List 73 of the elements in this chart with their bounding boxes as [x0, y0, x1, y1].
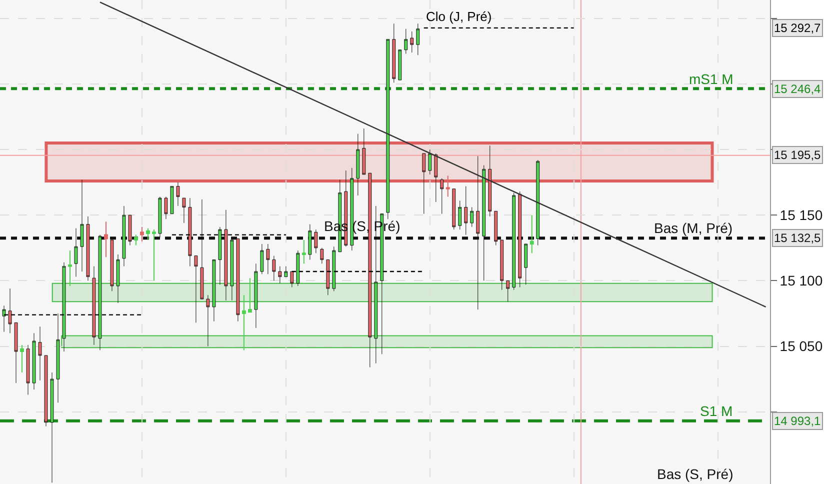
- candlestick: [50, 372, 54, 483]
- candlestick: [440, 178, 444, 214]
- candlestick: [182, 198, 186, 224]
- candlestick: [26, 344, 30, 396]
- candlestick: [266, 244, 270, 274]
- candlestick: [176, 182, 180, 206]
- candlestick: [398, 50, 402, 80]
- ref-line-label: S1 M: [700, 403, 733, 419]
- y-tick-label: 15 100: [780, 272, 823, 289]
- candlestick: [428, 149, 432, 175]
- candlestick: [410, 31, 414, 53]
- candlestick: [446, 175, 450, 198]
- candlestick: [62, 262, 66, 352]
- series-label: Clo (J, Pré): [426, 9, 492, 24]
- ref-line-label: mS1 M: [689, 71, 734, 87]
- text: 15 195,5: [774, 148, 822, 162]
- candlestick: [68, 250, 72, 286]
- candlestick: [140, 226, 144, 242]
- candlestick: [44, 355, 48, 427]
- candlestick: [362, 128, 366, 175]
- y-tick-label: 15 050: [780, 338, 823, 354]
- text: 15 246,4: [774, 82, 822, 96]
- candlestick: [320, 248, 324, 264]
- candlestick: [8, 288, 12, 334]
- y-tick-label: 15 150: [780, 207, 823, 224]
- candlestick: [416, 23, 420, 56]
- candlestick: [242, 294, 246, 351]
- candlestick: [170, 186, 174, 214]
- candlestick: [248, 278, 252, 313]
- candlestick: [146, 228, 150, 241]
- candlestick: [212, 259, 216, 322]
- candlestick: [254, 263, 258, 328]
- text: 14 993,1: [774, 414, 822, 428]
- candlestick: [284, 266, 288, 278]
- candlestick: [302, 240, 306, 264]
- candlestick: [56, 313, 60, 403]
- candlestick: [92, 266, 96, 346]
- candlestick: [164, 196, 168, 220]
- candlestick: [386, 39, 390, 220]
- candlestick: [530, 214, 534, 254]
- candlestick: [38, 326, 42, 381]
- annotation: Bas (S, Pré): [657, 466, 734, 482]
- candlestick: [206, 294, 210, 347]
- ref-line-label: Bas (M, Pré): [654, 220, 733, 236]
- candlestick: [326, 259, 330, 296]
- candlestick: [404, 28, 408, 54]
- candlestick: [290, 271, 294, 288]
- candlestick: [422, 153, 426, 214]
- candlestick: [278, 266, 282, 284]
- text: 15 132,5: [774, 231, 822, 245]
- candlestick: [488, 145, 492, 217]
- candlestick: [356, 134, 360, 196]
- candlestick: [260, 244, 264, 274]
- candlestick: [296, 250, 300, 286]
- candlestick: [2, 305, 6, 332]
- candlestick: [506, 280, 510, 302]
- candlestick: [434, 153, 438, 202]
- candlestick: [134, 234, 138, 246]
- candlestick: [104, 221, 108, 258]
- candlestick: [470, 206, 474, 228]
- candlestick: [452, 188, 456, 230]
- candlestick: [194, 256, 198, 323]
- candlestick: [458, 200, 462, 230]
- candlestick: [20, 344, 24, 374]
- text: 15 292,7: [774, 21, 822, 35]
- candlestick: [524, 244, 528, 285]
- candlestick: [14, 322, 18, 384]
- candlestick: [392, 23, 396, 83]
- candlestick: [152, 229, 156, 282]
- candlestick: [32, 332, 36, 390]
- candlestick: [332, 246, 336, 292]
- candlestick: [272, 256, 276, 281]
- candlestick: [116, 254, 120, 304]
